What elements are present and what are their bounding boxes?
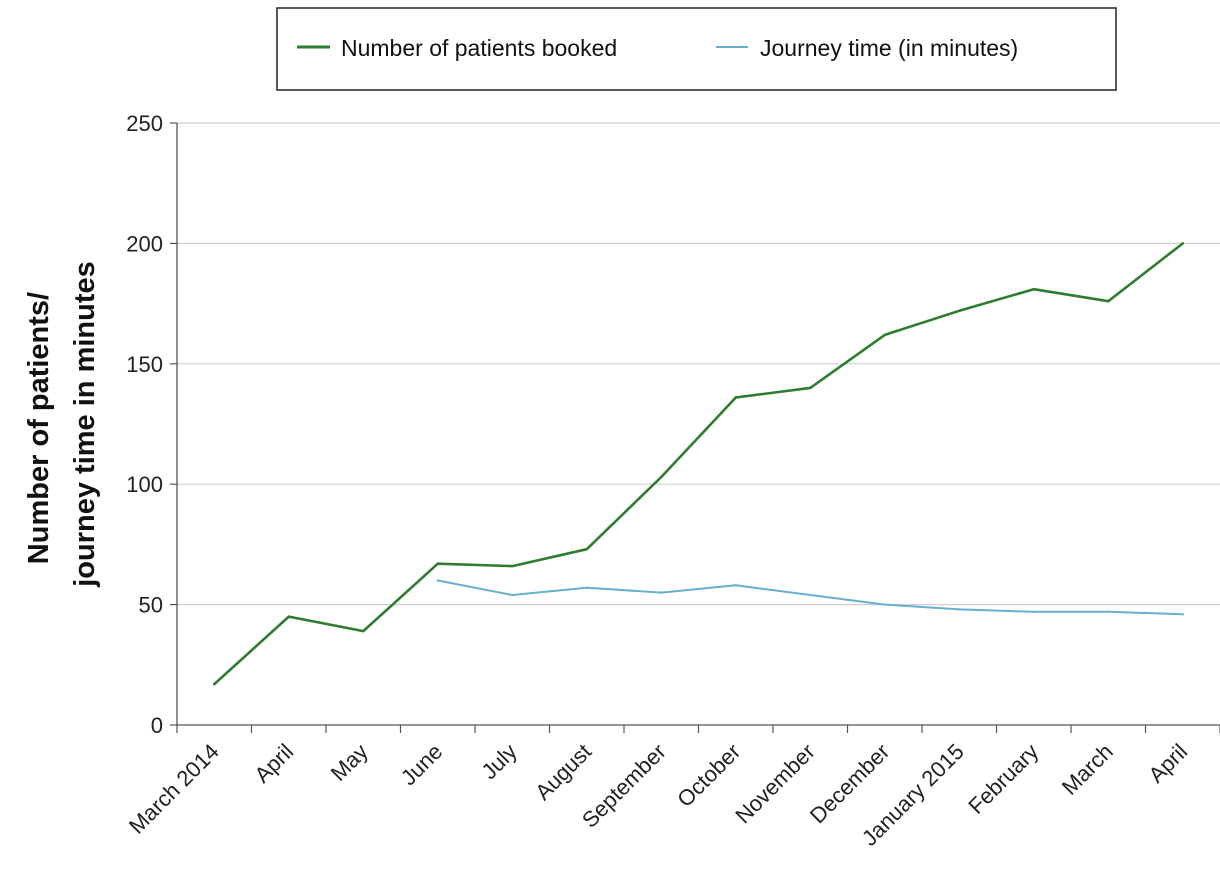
y-tick-label: 50: [139, 593, 163, 618]
series-line-0: [213, 242, 1185, 686]
data-point-series-0: [734, 396, 737, 399]
data-point-series-0: [585, 548, 588, 551]
data-point-series-0: [287, 615, 290, 618]
data-point-series-1: [585, 586, 588, 589]
data-point-series-1: [1107, 610, 1110, 614]
data-point-series-0: [660, 475, 663, 479]
data-point-series-0: [362, 629, 365, 633]
y-axis-label-line-1: Number of patients/: [23, 292, 55, 564]
data-point-series-1: [809, 593, 812, 597]
axes: [170, 122, 1220, 733]
y-tick-label: 250: [126, 111, 163, 136]
y-tick-label: 150: [126, 352, 163, 377]
data-point-series-1: [883, 603, 886, 606]
data-point-series-0: [1181, 242, 1184, 245]
data-point-series-0: [511, 564, 514, 568]
grid-lines: [177, 122, 1220, 606]
data-point-series-1: [958, 608, 961, 611]
y-tick-label: 100: [126, 472, 163, 497]
data-point-series-0: [809, 386, 812, 390]
y-axis-label-line-2: journey time in minutes: [69, 261, 101, 588]
data-point-series-0: [1032, 287, 1035, 291]
data-point-series-0: [958, 309, 961, 313]
data-point-series-0: [883, 333, 886, 337]
series-lines: [213, 242, 1185, 686]
legend: Number of patients booked Journey time (…: [276, 7, 1117, 91]
y-tick-label: 0: [151, 713, 163, 738]
y-tick-labels: 0 50 100 150 200 250: [126, 111, 163, 738]
data-point-series-0: [436, 562, 439, 565]
legend-label-journey: Journey time (in minutes): [760, 35, 1018, 61]
data-point-series-0: [1107, 299, 1110, 303]
legend-box: [276, 7, 1117, 91]
data-point-series-1: [734, 584, 737, 587]
data-point-series-1: [660, 591, 663, 594]
data-point-series-0: [213, 682, 216, 686]
data-point-series-1: [511, 593, 514, 597]
legend-label-patients: Number of patients booked: [341, 35, 617, 61]
data-point-series-1: [1181, 613, 1184, 616]
data-point-series-1: [1032, 610, 1035, 614]
data-point-series-1: [436, 579, 439, 582]
y-tick-label: 200: [126, 231, 163, 256]
y-axis-label: Number of patients/ journey time in minu…: [23, 261, 101, 588]
